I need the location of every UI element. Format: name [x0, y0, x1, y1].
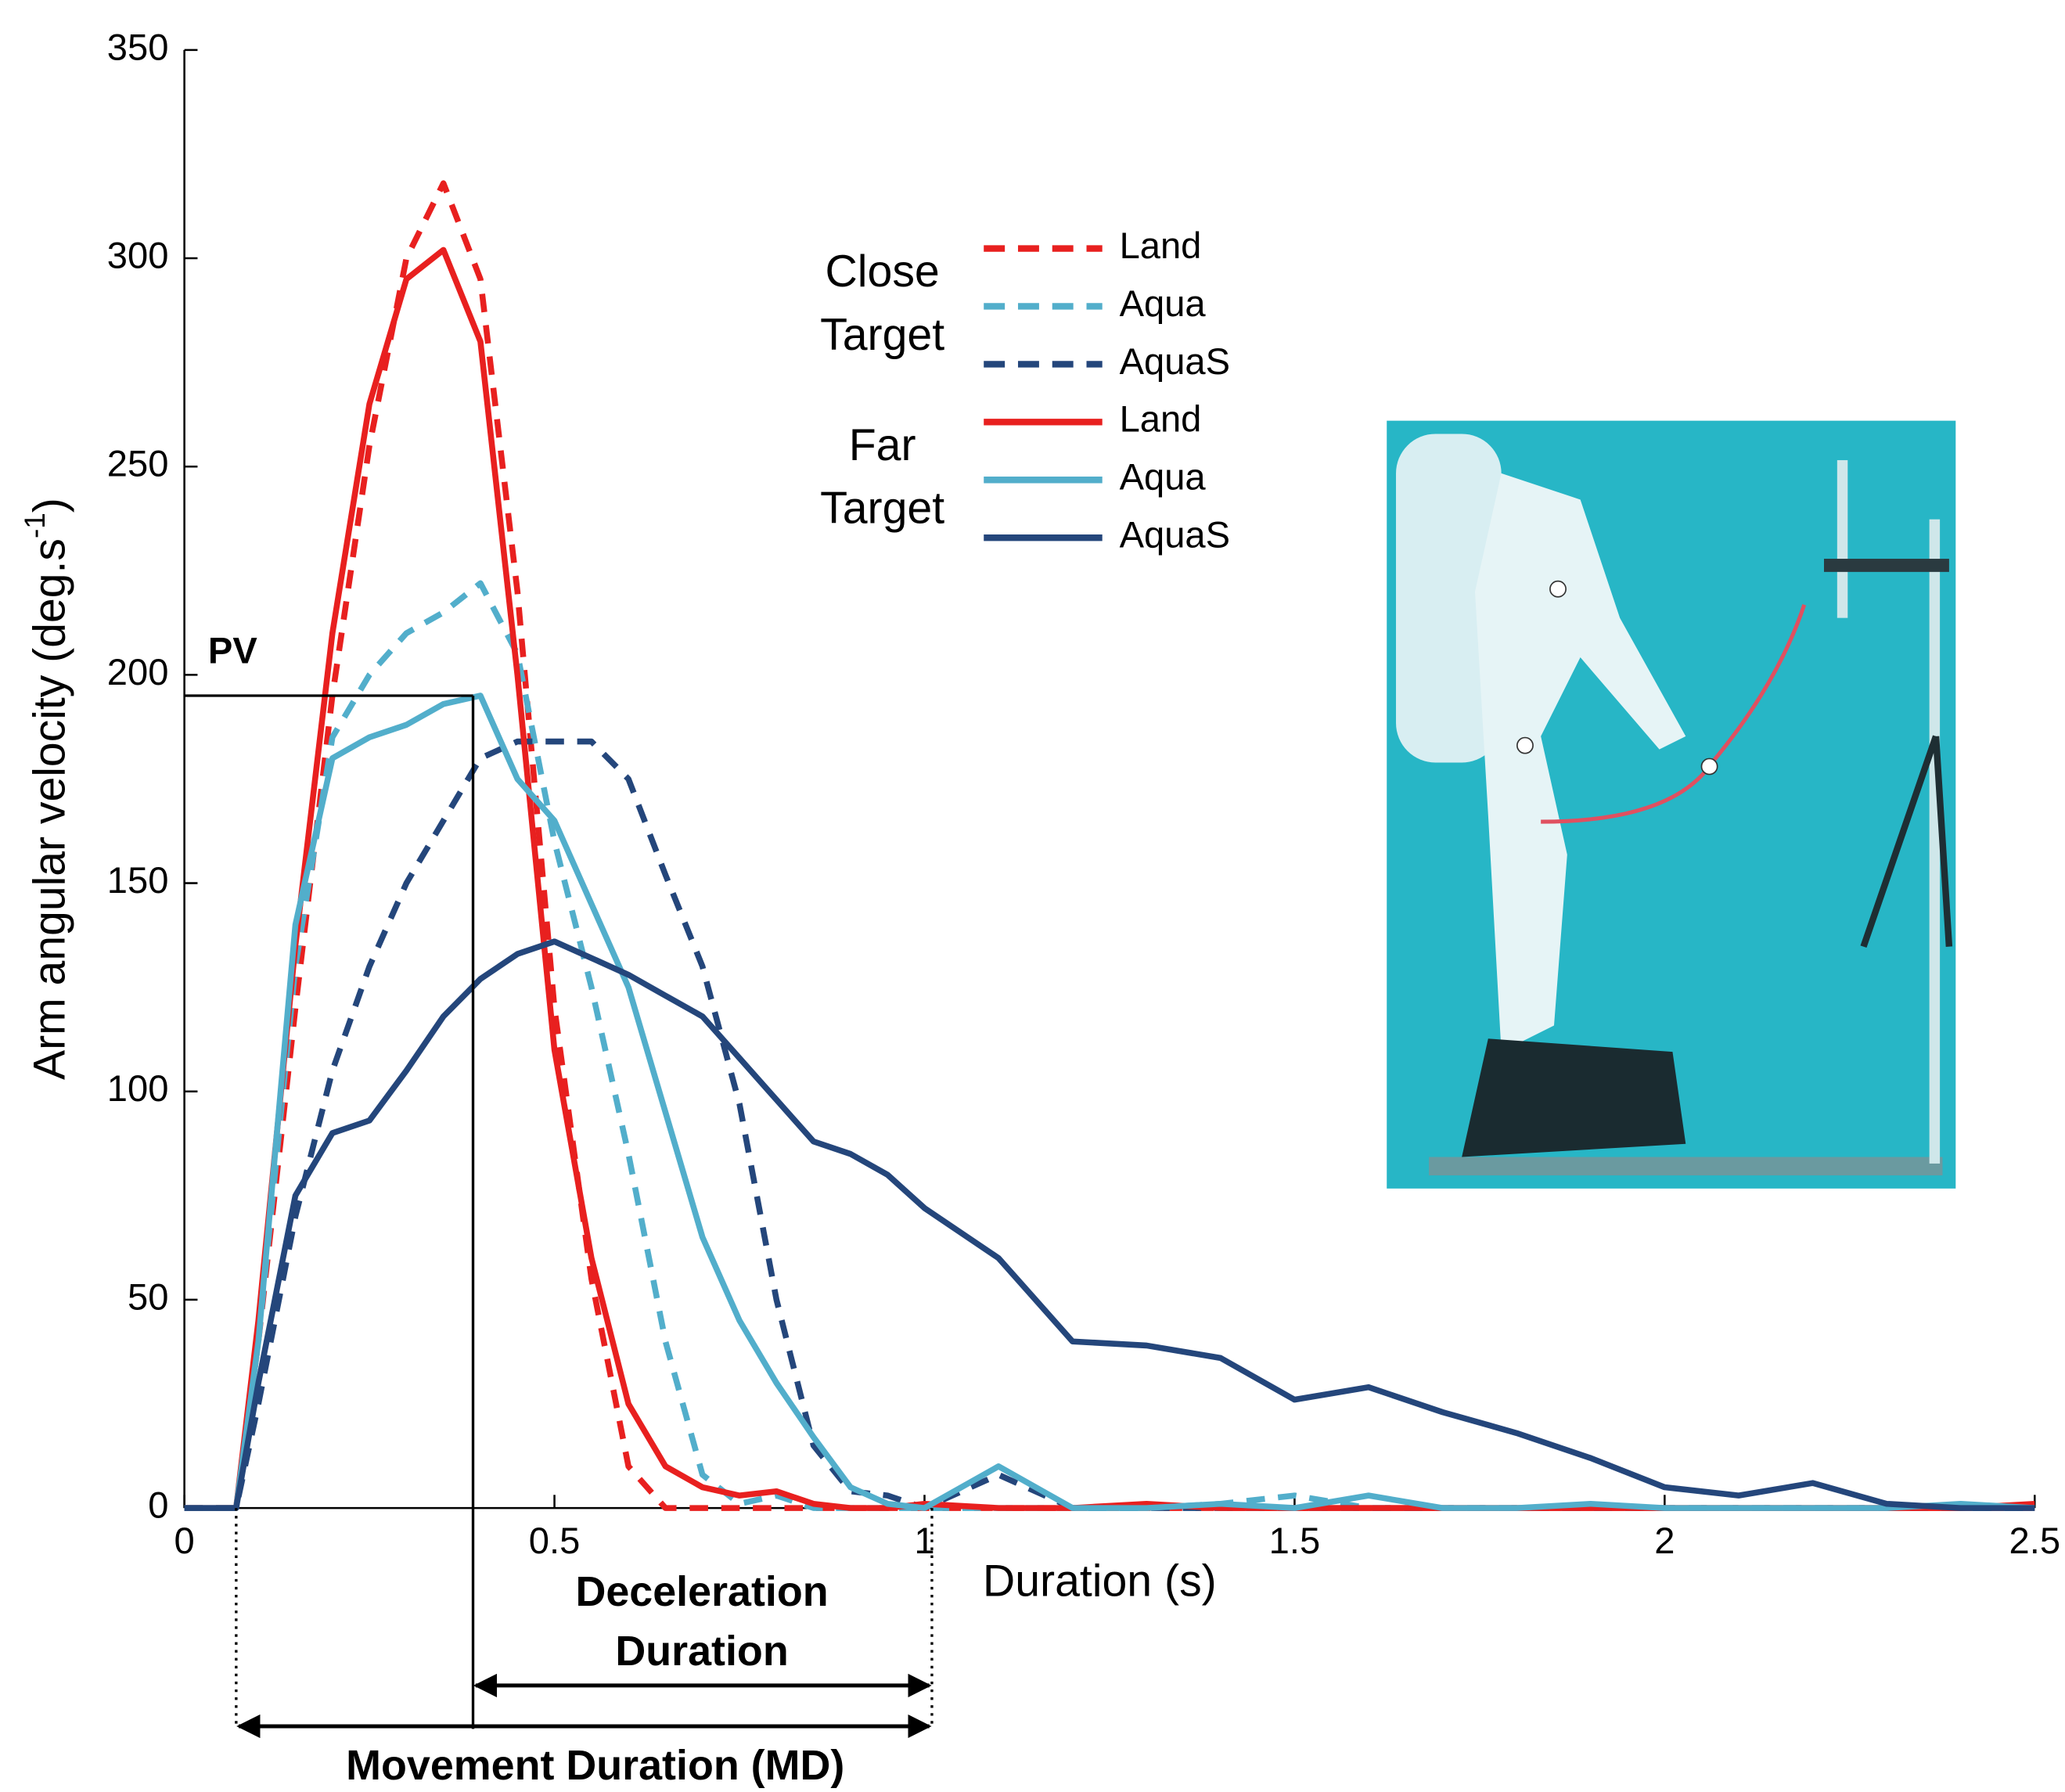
series-line [184, 246, 2035, 1511]
y-tick-label: 50 [128, 1276, 168, 1317]
legend-group-label: Target [820, 484, 944, 534]
y-tick-label: 0 [148, 1484, 168, 1526]
x-tick-label: 2 [1654, 1520, 1675, 1561]
x-tick-label: 0 [174, 1520, 195, 1561]
y-tick-label: 350 [107, 26, 169, 67]
legend-label: Land [1120, 225, 1202, 266]
legend-label: Land [1120, 398, 1202, 440]
deceleration-label: Duration [615, 1628, 788, 1675]
x-tick-label: 2.5 [2009, 1520, 2061, 1561]
legend-label: AquaS [1120, 340, 1230, 382]
x-tick-label: 1.5 [1269, 1520, 1321, 1561]
y-tick-label: 100 [107, 1067, 169, 1109]
y-axis-label-sup: -1 [19, 513, 51, 538]
pv-label: PV [208, 629, 257, 671]
y-tick-label: 250 [107, 443, 169, 484]
y-axis-label-text: Arm angular velocity (deg.s [24, 538, 74, 1080]
y-tick-label: 300 [107, 234, 169, 275]
md-label: Movement Duration (MD) [346, 1742, 844, 1789]
legend-group-label: Close [826, 246, 940, 297]
y-axis-label-end: ) [24, 498, 74, 513]
photo-inset [1387, 420, 1956, 1189]
x-axis-label: Duration (s) [983, 1556, 1217, 1607]
y-tick-label: 200 [107, 651, 169, 693]
y-axis-label: Arm angular velocity (deg.s-1) [19, 498, 75, 1080]
x-tick-label: 0.5 [529, 1520, 581, 1561]
legend-label: Aqua [1120, 456, 1207, 498]
legend-label: AquaS [1120, 514, 1230, 556]
y-tick-label: 150 [107, 859, 169, 901]
series-line [184, 738, 2035, 1511]
legend-label: Aqua [1120, 282, 1207, 324]
series-line [184, 693, 2035, 1511]
series-line [184, 580, 2035, 1511]
legend-group-label: Far [849, 420, 916, 470]
legend-group-label: Target [820, 310, 944, 360]
deceleration-label: Deceleration [575, 1568, 828, 1615]
series-line [184, 938, 2035, 1511]
